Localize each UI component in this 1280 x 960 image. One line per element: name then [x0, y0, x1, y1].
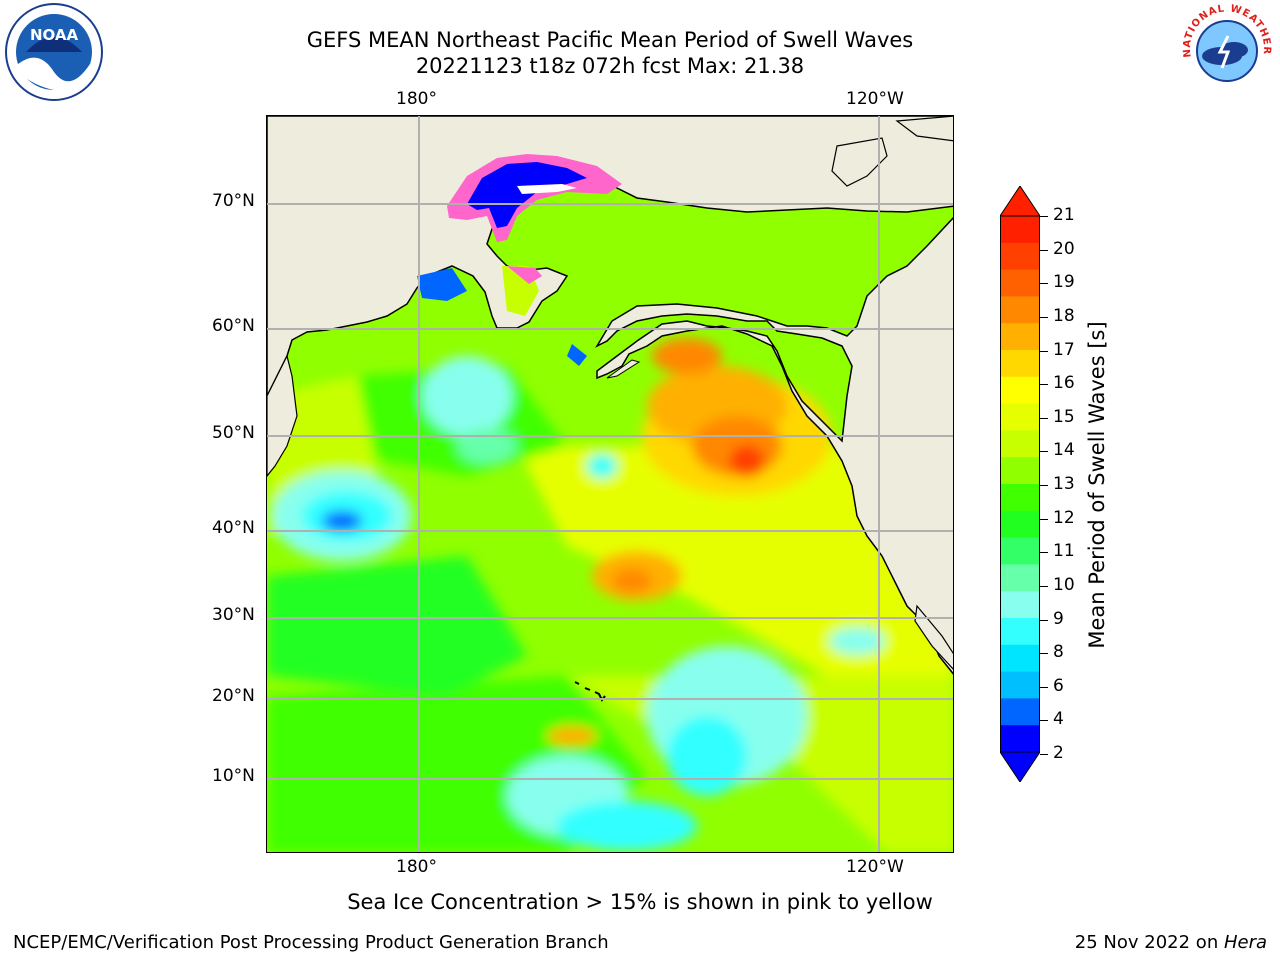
colorbar-segment: [1000, 484, 1040, 512]
colorbar-segment: [1000, 216, 1040, 244]
colorbar-tick-mark: [1040, 417, 1048, 419]
colorbar-tick-label: 4: [1053, 709, 1064, 730]
colorbar-tick-mark: [1040, 249, 1048, 251]
footer-date: 25 Nov 2022 on Hera: [1075, 932, 1267, 953]
colorbar-tick-label: 21: [1053, 205, 1075, 225]
colorbar-segment: [1000, 698, 1040, 726]
colorbar-segment: [1000, 269, 1040, 297]
sea-ice-note: Sea Ice Concentration > 15% is shown in …: [347, 890, 933, 914]
lat-tick-50n: 50°N: [212, 423, 255, 443]
colorbar-tick-mark: [1040, 619, 1048, 621]
noaa-logo-text: NOAA: [30, 26, 79, 44]
colorbar-tick-mark: [1040, 316, 1048, 318]
colorbar-segment: [1000, 644, 1040, 673]
colorbar-segment: [1000, 564, 1040, 592]
colorbar-segment: [1000, 725, 1040, 753]
colorbar-tick-mark: [1040, 754, 1048, 755]
colorbar-tick-label: 13: [1053, 474, 1075, 494]
nws-logo-icon: NATIONAL WEATHER SERVICE: [1172, 0, 1278, 100]
colorbar-extend-max: [999, 185, 1041, 217]
colorbar-tick-label: 10: [1053, 574, 1075, 595]
colorbar-extend-min: [999, 751, 1041, 783]
lat-tick-30n: 30°N: [212, 605, 255, 625]
colorbar-segment: [1000, 618, 1040, 646]
colorbar-tick-mark: [1040, 384, 1048, 386]
lat-tick-10n: 10°N: [212, 766, 255, 786]
alaska-peninsula: [606, 359, 641, 379]
colorbar-segment: [1000, 242, 1040, 271]
colorbar-tick-label: 6: [1053, 675, 1064, 696]
lon-tick-bottom-120w: 120°W: [846, 857, 904, 877]
colorbar-tick-label: 15: [1053, 406, 1075, 427]
baja-california: [914, 604, 953, 670]
colorbar-segment: [1000, 430, 1040, 458]
colorbar-tick-mark: [1040, 518, 1048, 520]
colorbar-segment: [1000, 591, 1040, 619]
colorbar-tick-label: 18: [1053, 305, 1075, 326]
colorbar-segment: [1000, 296, 1040, 324]
noaa-logo-icon: NOAA: [4, 2, 104, 102]
colorbar-segment: [1000, 403, 1040, 431]
land-island: [895, 116, 953, 142]
colorbar-tick-mark: [1040, 451, 1048, 453]
colorbar-tick-mark: [1040, 720, 1048, 722]
colorbar-tick-mark: [1040, 585, 1048, 587]
sea-ice-area: [417, 154, 622, 366]
footer-machine: Hera: [1223, 932, 1267, 953]
lat-tick-60n: 60°N: [212, 316, 255, 336]
colorbar-tick-label: 2: [1053, 743, 1064, 763]
colorbar-tick-mark: [1040, 653, 1048, 655]
colorbar-tick-mark: [1040, 283, 1048, 285]
colorbar-tick-label: 20: [1053, 238, 1075, 259]
colorbar-tick-label: 14: [1053, 440, 1075, 461]
colorbar-tick-mark: [1040, 485, 1048, 486]
lat-tick-20n: 20°N: [212, 686, 255, 706]
colorbar-segment: [1000, 376, 1040, 405]
colorbar-tick-label: 17: [1053, 339, 1075, 360]
lat-tick-70n: 70°N: [212, 191, 255, 211]
footer-date-text: 25 Nov 2022 on: [1074, 932, 1224, 953]
colorbar-tick-mark: [1040, 216, 1048, 217]
colorbar-segment: [1000, 323, 1040, 351]
lon-tick-top-120w: 120°W: [846, 89, 904, 109]
colorbar-segment: [1000, 350, 1040, 378]
land-north: [267, 116, 953, 397]
swell-period-field: [267, 338, 953, 852]
colorbar-segment: [1000, 457, 1040, 485]
graticule: [267, 116, 953, 852]
colorbar-label: Mean Period of Swell Waves [s]: [1085, 321, 1109, 649]
colorbar-tick-label: 8: [1053, 642, 1064, 663]
colorbar-tick-mark: [1040, 552, 1048, 554]
colorbar-segment: [1000, 671, 1040, 699]
colorbar-tick-label: 16: [1053, 373, 1075, 394]
land-island: [831, 137, 888, 187]
colorbar-tick-mark: [1040, 350, 1048, 352]
chart-subtitle: 20221123 t18z 072h fcst Max: 21.38: [415, 54, 805, 78]
land-north-america: [595, 217, 953, 675]
colorbar-tick-label: 12: [1053, 507, 1075, 528]
colorbar-tick-label: 11: [1053, 541, 1075, 562]
footer-credit: NCEP/EMC/Verification Post Processing Pr…: [13, 932, 609, 953]
chart-title: GEFS MEAN Northeast Pacific Mean Period …: [306, 28, 914, 52]
colorbar-tick-mark: [1040, 686, 1048, 688]
colorbar-tick-label: 19: [1053, 272, 1075, 293]
land-kamchatka: [267, 354, 298, 477]
colorbar-segment: [1000, 510, 1040, 539]
colorbar-tick-label: 9: [1053, 608, 1064, 629]
lat-tick-40n: 40°N: [212, 518, 255, 538]
lon-tick-top-180: 180°: [396, 89, 437, 109]
swell-period-map: [266, 115, 954, 853]
lon-tick-bottom-180: 180°: [396, 857, 437, 877]
colorbar: [999, 185, 1041, 783]
colorbar-segment: [1000, 537, 1040, 565]
